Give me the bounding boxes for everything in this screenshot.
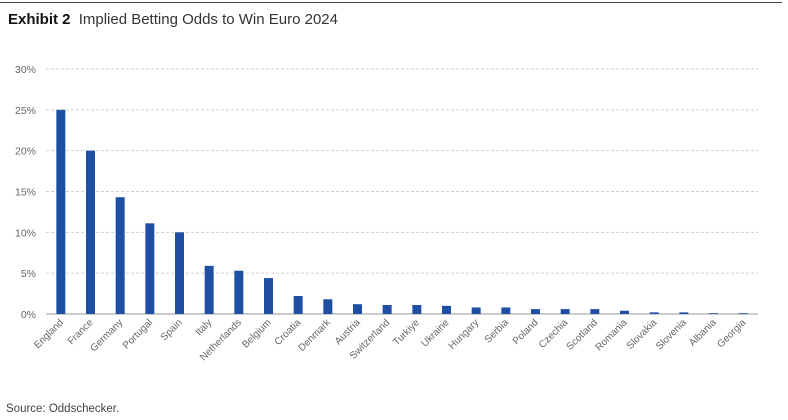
bar <box>293 296 303 314</box>
y-tick-label: 10% <box>15 227 36 239</box>
x-tick-label: Germany <box>88 317 125 354</box>
bar <box>560 309 570 314</box>
x-tick-label: Hungary <box>447 317 482 352</box>
chart-header: Exhibit 2 Implied Betting Odds to Win Eu… <box>8 11 338 28</box>
bar <box>382 305 392 314</box>
source-note: Source: Oddschecker. <box>6 403 120 415</box>
x-tick-label: Albania <box>687 317 719 349</box>
bar <box>531 309 540 314</box>
bar <box>620 310 629 314</box>
x-tick-label: Turkiye <box>391 317 422 348</box>
x-tick-label: England <box>32 317 66 351</box>
x-tick-label: Serbia <box>483 317 512 346</box>
x-tick-label: Georgia <box>715 317 748 350</box>
x-tick-label: Romania <box>594 317 630 353</box>
x-tick-label: Spain <box>159 317 185 343</box>
bar <box>353 304 362 314</box>
bar <box>738 313 748 314</box>
x-tick-label: Portugal <box>121 317 155 351</box>
x-tick-label: Slovenia <box>654 317 689 352</box>
bar <box>412 305 422 314</box>
exhibit-label: Exhibit 2 <box>8 11 71 28</box>
x-tick-label: Belgium <box>240 317 273 350</box>
bar <box>679 312 689 314</box>
y-tick-label: 15% <box>15 187 36 199</box>
top-rule <box>0 2 782 3</box>
x-tick-label: Italy <box>194 317 215 338</box>
x-tick-label: Slovakia <box>625 317 660 352</box>
y-tick-label: 25% <box>15 105 36 117</box>
chart-title: Implied Betting Odds to Win Euro 2024 <box>78 11 338 28</box>
bar <box>649 312 659 314</box>
bar <box>709 313 718 314</box>
bar <box>56 109 66 314</box>
y-tick-label: 20% <box>15 146 36 158</box>
bar <box>204 265 214 314</box>
bar <box>145 223 155 314</box>
bar <box>501 307 511 314</box>
y-tick-label: 30% <box>15 64 36 76</box>
y-tick-label: 5% <box>21 268 36 280</box>
bar <box>590 309 600 314</box>
bar <box>264 278 273 314</box>
x-tick-label: Denmark <box>296 317 333 354</box>
bar <box>115 197 125 314</box>
bar <box>471 307 481 314</box>
bar-chart: 0%5%10%15%20%25%30%England FranceGermanyP… <box>15 64 758 363</box>
bar <box>323 299 333 314</box>
bar <box>442 305 451 314</box>
bar <box>175 232 184 314</box>
y-tick-label: 0% <box>21 309 36 321</box>
bar <box>234 270 244 314</box>
bar <box>86 150 95 314</box>
